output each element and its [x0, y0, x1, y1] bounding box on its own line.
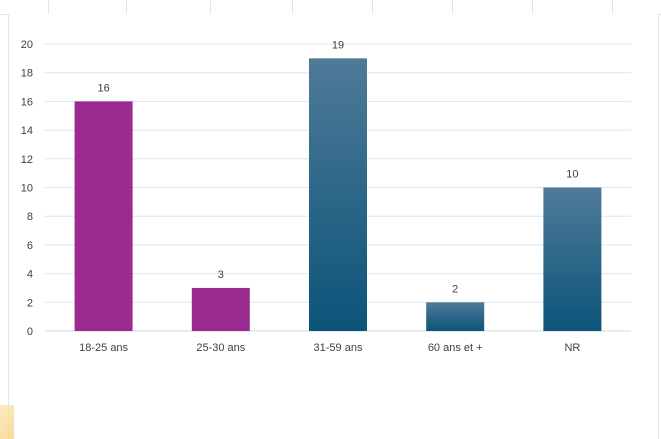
data-label: 19: [332, 39, 344, 51]
y-tick-label: 4: [27, 269, 33, 281]
bar-18-25-ans[interactable]: [74, 101, 133, 332]
y-tick-label: 20: [21, 39, 33, 51]
x-axis-ticks: 18-25 ans 25-30 ans 31-59 ans 60 ans et + NR: [79, 342, 580, 354]
data-label: 2: [452, 283, 458, 295]
bar-60-ans-et-[interactable]: [426, 302, 485, 331]
decorative-corner: [0, 405, 14, 439]
y-tick-label: 10: [21, 183, 33, 195]
bar-25-30-ans[interactable]: [191, 287, 250, 331]
data-labels: 16 3 19 2 10: [97, 39, 578, 295]
y-tick-label: 8: [27, 211, 33, 223]
data-label: 3: [218, 269, 224, 281]
bar-31-59-ans[interactable]: [309, 58, 367, 331]
y-tick-label: 2: [27, 297, 33, 309]
x-tick-label: 31-59 ans: [314, 342, 363, 354]
y-tick-label: 12: [21, 154, 33, 166]
bar-chart: 0 2 4 6 8 10 12 14 16 18 20 16 3 19 2 10 18-25 ans 25-3…: [21, 39, 631, 354]
bar-nr[interactable]: [543, 187, 602, 332]
x-tick-label: 60 ans et +: [428, 342, 483, 354]
y-tick-label: 16: [21, 96, 33, 108]
y-axis-ticks: 0 2 4 6 8 10 12 14 16 18 20: [21, 39, 33, 338]
y-tick-label: 14: [21, 125, 33, 137]
spreadsheet-grid-lines: [0, 0, 661, 15]
data-label: 10: [566, 169, 578, 181]
y-tick-label: 6: [27, 240, 33, 252]
data-label: 16: [97, 82, 109, 94]
y-tick-label: 0: [27, 326, 33, 338]
chart-area[interactable]: 0 2 4 6 8 10 12 14 16 18 20 16 3 19 2 10 18-25 ans 25-3…: [8, 14, 659, 439]
y-tick-label: 18: [21, 68, 33, 80]
bars: [74, 58, 602, 332]
x-tick-label: 18-25 ans: [79, 342, 128, 354]
x-tick-label: NR: [564, 342, 580, 354]
x-tick-label: 25-30 ans: [196, 342, 245, 354]
